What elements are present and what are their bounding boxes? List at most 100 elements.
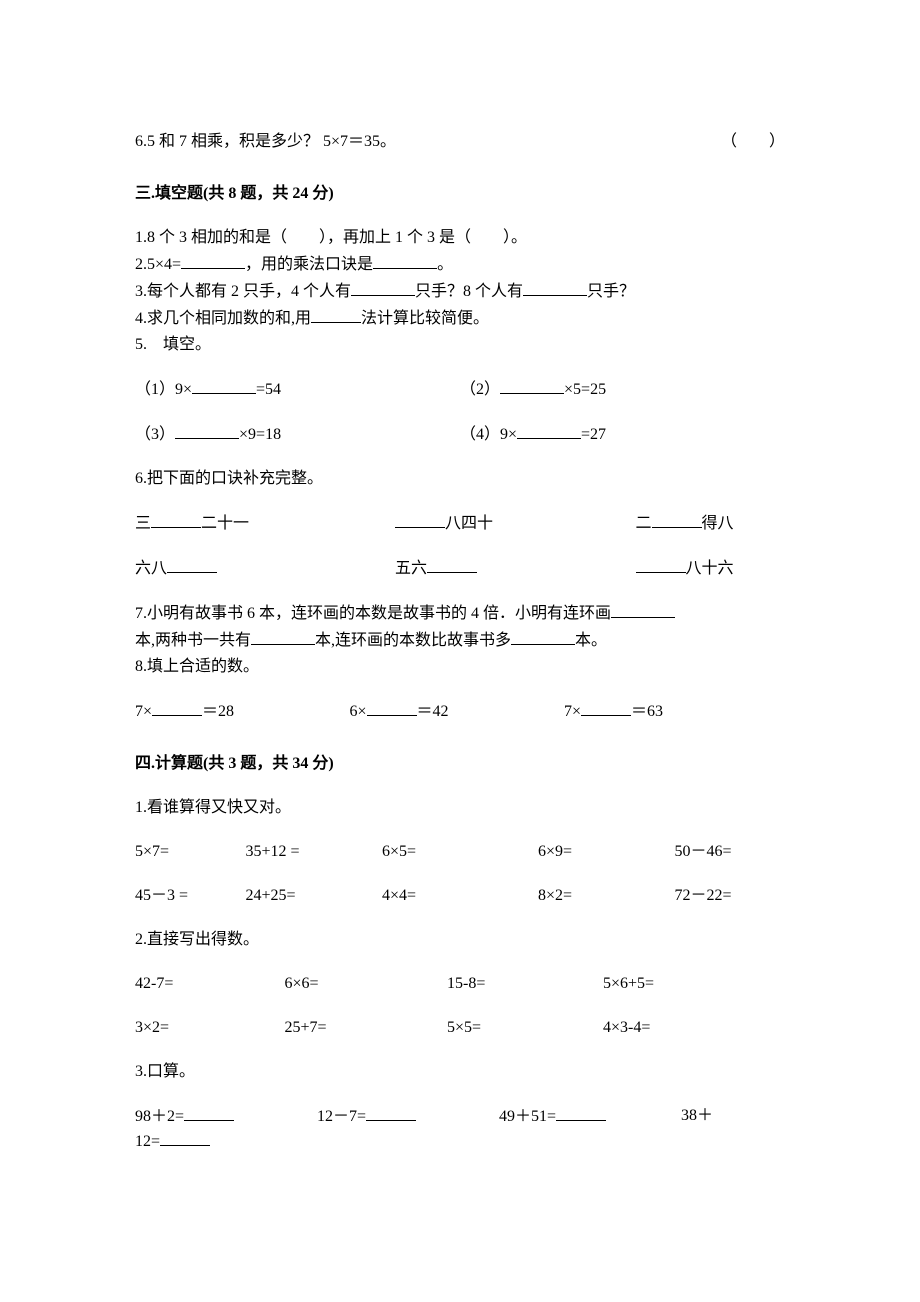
s3-q1: 1.8 个 3 相加的和是（ ），再加上 1 个 3 是（ ）。 — [135, 226, 785, 250]
blank — [151, 511, 201, 528]
blank — [251, 628, 315, 645]
blank — [351, 279, 415, 296]
blank — [511, 628, 575, 645]
s3-q2-b: ，用的乘法口诀是 — [245, 256, 373, 273]
s3-q5-3b: ×9=18 — [239, 426, 281, 443]
blank — [175, 422, 239, 439]
calc-cell: 6×6= — [285, 975, 319, 992]
s3-q4-b: 法计算比较简便。 — [361, 310, 489, 327]
s3-q6r1c3b: 得八 — [702, 515, 734, 532]
s4-q1-row1: 5×7= 35+12 = 6×5= 6×9= 50－46= — [135, 840, 785, 864]
s3-q8-2b: ＝42 — [417, 703, 449, 720]
s3-q6r1c1b: 二十一 — [201, 515, 249, 532]
s3-q8-row: 7× ＝28 6× ＝42 7× ＝63 — [135, 699, 785, 724]
s3-q6r1c2b: 八四十 — [445, 515, 493, 532]
s3-q7b: 本,两种书一共有 — [135, 632, 251, 649]
s3-q5-row2: （3） ×9=18 （4）9× =27 — [135, 422, 785, 447]
s3-q3-a: 3.每个人都有 2 只手，4 个人有 — [135, 283, 351, 300]
calc-cell: 3×2= — [135, 1019, 169, 1036]
calc-cell: 6×5= — [382, 843, 416, 860]
s4-q1-row2: 45－3 = 24+25= 4×4= 8×2= 72－22= — [135, 884, 785, 908]
calc-cell: 5×5= — [447, 1019, 481, 1036]
s3-q7-line1: 7.小明有故事书 6 本，连环画的本数是故事书的 4 倍．小明有连环画 — [135, 601, 785, 626]
blank — [395, 511, 445, 528]
s3-q6-row2: 六八 五六 八十六 — [135, 556, 785, 581]
s3-q7-line2: 本,两种书一共有 本,连环画的本数比故事书多 本。 — [135, 628, 785, 653]
blank — [652, 511, 702, 528]
calc-cell: 5×7= — [135, 843, 169, 860]
section-4-heading: 四.计算题(共 3 题，共 34 分) — [135, 752, 785, 776]
s3-q2-a: 2.5×4= — [135, 256, 181, 273]
calc-cell: 8×2= — [538, 887, 572, 904]
s3-q3: 3.每个人都有 2 只手，4 个人有 只手？8 个人有 只手？ — [135, 279, 785, 304]
s4-q1: 1.看谁算得又快又对。 — [135, 796, 785, 820]
blank — [611, 601, 675, 618]
s3-q8-3b: ＝63 — [631, 703, 663, 720]
blank — [500, 377, 564, 394]
s3-q8-1a: 7× — [135, 703, 152, 720]
calc-cell: 15-8= — [447, 975, 485, 992]
calc-cell: 25+7= — [285, 1019, 327, 1036]
s3-q7c: 本,连环画的本数比故事书多 — [315, 632, 511, 649]
s3-q5-4a: （4）9× — [460, 426, 517, 443]
calc-cell: 4×3-4= — [603, 1019, 650, 1036]
judgement-q6: 6.5 和 7 相乘，积是多少？ 5×7＝35。 （ ） — [135, 130, 785, 154]
blank — [517, 422, 581, 439]
s3-q5-2a: （2） — [460, 381, 500, 398]
s3-q5-3a: （3） — [135, 426, 175, 443]
blank — [636, 556, 686, 573]
calc-cell: 24+25= — [246, 887, 296, 904]
s3-q4: 4.求几个相同加数的和,用 法计算比较简便。 — [135, 306, 785, 331]
blank — [181, 252, 245, 269]
blank — [311, 306, 361, 323]
calc-cell: 4×4= — [382, 887, 416, 904]
calc-cell: 6×9= — [538, 843, 572, 860]
blank — [167, 556, 217, 573]
s3-q6r2c2a: 五六 — [395, 560, 427, 577]
blank — [192, 377, 256, 394]
s3-q6r1c3a: 二 — [636, 515, 652, 532]
blank — [556, 1104, 606, 1121]
s4-q3-5: 12= — [135, 1133, 160, 1150]
s4-q3-row2: 12= — [135, 1129, 785, 1154]
blank — [152, 699, 202, 716]
s3-q5-1b: =54 — [256, 381, 281, 398]
s3-q5-4b: =27 — [581, 426, 606, 443]
s3-q3-c: 只手？ — [587, 283, 635, 300]
blank — [366, 1104, 416, 1121]
s3-q5-1a: （1）9× — [135, 381, 192, 398]
s3-q2: 2.5×4= ，用的乘法口诀是 。 — [135, 252, 785, 277]
s3-q6-row1: 三 二十一 八四十 二 得八 — [135, 511, 785, 536]
calc-cell: 72－22= — [675, 887, 732, 904]
s3-q3-b: 只手？8 个人有 — [415, 283, 523, 300]
calc-cell: 5×6+5= — [603, 975, 654, 992]
s3-q8-2a: 6× — [350, 703, 367, 720]
s3-q4-a: 4.求几个相同加数的和,用 — [135, 310, 311, 327]
s3-q7d: 本。 — [575, 632, 607, 649]
blank — [523, 279, 587, 296]
s4-q3-3: 49＋51= — [499, 1108, 556, 1125]
s3-q6r1c1a: 三 — [135, 515, 151, 532]
blank — [581, 699, 631, 716]
s4-q2-row1: 42-7= 6×6= 15-8= 5×6+5= — [135, 972, 785, 996]
s3-q5-2b: ×5=25 — [564, 381, 606, 398]
blank — [184, 1104, 234, 1121]
calc-cell: 35+12 = — [246, 843, 300, 860]
s3-q5-row1: （1）9× =54 （2） ×5=25 — [135, 377, 785, 402]
s4-q2: 2.直接写出得数。 — [135, 928, 785, 952]
s3-q2-c: 。 — [437, 256, 453, 273]
s4-q2-row2: 3×2= 25+7= 5×5= 4×3-4= — [135, 1016, 785, 1040]
s3-q5: 5. 填空。 — [135, 333, 785, 357]
section-3-heading: 三.填空题(共 8 题，共 24 分) — [135, 182, 785, 206]
s3-q8-1b: ＝28 — [202, 703, 234, 720]
s3-q8-3a: 7× — [564, 703, 581, 720]
calc-cell: 42-7= — [135, 975, 173, 992]
q6-paren: （ ） — [721, 130, 785, 154]
s3-q6: 6.把下面的口诀补充完整。 — [135, 467, 785, 491]
s4-q3-4: 38＋ — [681, 1107, 713, 1124]
blank — [373, 252, 437, 269]
blank — [367, 699, 417, 716]
s3-q6r2c3b: 八十六 — [686, 560, 734, 577]
q6-text: 6.5 和 7 相乘，积是多少？ 5×7＝35。 — [135, 133, 396, 150]
s4-q3-1: 98＋2= — [135, 1108, 184, 1125]
